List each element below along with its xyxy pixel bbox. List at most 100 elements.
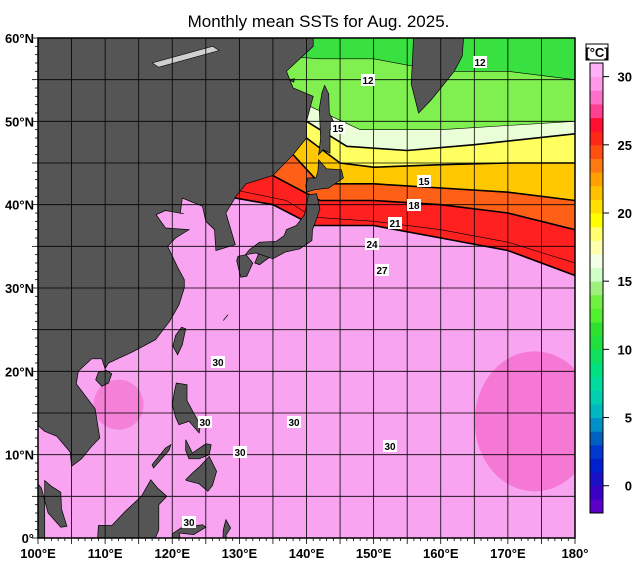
- colorbar-swatch: [590, 294, 603, 309]
- colorbar-swatch: [590, 131, 603, 146]
- colorbar-frame: [589, 62, 604, 514]
- contour-label-bg: [383, 440, 397, 452]
- colorbar-swatch: [590, 335, 603, 350]
- contour-label: 18: [408, 201, 420, 212]
- colorbar-swatch: [590, 458, 603, 473]
- contour-label-bg: [375, 264, 389, 276]
- colorbar-tick-label: 20: [618, 206, 632, 221]
- land-kyushu: [236, 254, 254, 278]
- contour-label: 30: [288, 418, 300, 429]
- y-tick-label: 30°N: [5, 281, 34, 296]
- colorbar-swatch: [590, 485, 603, 500]
- contour-label: 27: [376, 266, 388, 277]
- land-mindanao: [185, 455, 217, 492]
- colorbar-swatch: [590, 390, 603, 405]
- x-tick-label: 110°E: [88, 546, 123, 561]
- y-tick-label: 40°N: [5, 198, 34, 213]
- contour-label: 15: [332, 124, 344, 135]
- colorbar-swatch: [590, 185, 603, 200]
- colorbar-swatch: [590, 444, 603, 459]
- y-tick-label: 50°N: [5, 114, 34, 129]
- colorbar-swatch: [590, 199, 603, 214]
- land-halmahera: [222, 518, 232, 538]
- colorbar-tick-label: 5: [625, 411, 632, 426]
- colorbar-unit-box: [585, 43, 609, 61]
- colorbar-swatch: [590, 322, 603, 337]
- colorbar-swatch: [590, 103, 603, 119]
- x-tick-label: 140°E: [289, 546, 325, 561]
- contour-label: 21: [389, 219, 401, 230]
- contour-label: 12: [474, 58, 486, 69]
- contour-label-bg: [233, 446, 247, 458]
- contour-label-bg: [182, 516, 196, 528]
- colorbar-swatch: [590, 376, 603, 391]
- colorbar-swatch: [590, 431, 603, 446]
- contour-label-bg: [473, 56, 487, 68]
- colorbar-swatch: [590, 90, 603, 105]
- contour-label-bg: [287, 416, 301, 428]
- colorbar-swatch: [590, 499, 603, 514]
- colorbar-swatch: [590, 267, 603, 282]
- colorbar-tick-label: 0: [625, 479, 632, 494]
- colorbar-swatch: [590, 213, 603, 228]
- contour-label: 15: [418, 177, 430, 188]
- contour-label-bg: [211, 356, 225, 368]
- map-title: Monthly mean SSTs for Aug. 2025.: [187, 12, 450, 31]
- contour-label-bg: [417, 175, 431, 187]
- land-palawan: [151, 443, 172, 469]
- colorbar-tick-label: 15: [618, 274, 632, 289]
- colorbar-swatch: [590, 403, 603, 419]
- colorbar-swatch: [590, 117, 603, 132]
- land-kamchatka: [410, 38, 464, 114]
- x-tick-label: 130°E: [222, 546, 258, 561]
- colorbar-tick-label: 30: [618, 70, 632, 85]
- contour-label: 30: [384, 442, 396, 453]
- contour-label: 24: [366, 240, 378, 251]
- contour-label-bg: [388, 217, 402, 229]
- contour-label: 30: [234, 448, 246, 459]
- colorbar-swatch: [590, 308, 603, 323]
- colorbar-swatch: [590, 158, 603, 173]
- sst-band-29: [474, 351, 575, 492]
- contour-label: 30: [199, 418, 211, 429]
- graticule: [38, 38, 575, 538]
- y-tick-label: 60°N: [5, 31, 34, 46]
- land-hainan: [95, 370, 113, 387]
- axis-ticks: 100°E 110°E 120°E 130°E 140°E 150°E 160°E 170°E…: [5, 31, 588, 561]
- contour-labels: 12 12 15 15 18 21 24 27 30 30 30 30 30 30: [182, 56, 487, 529]
- x-tick-label: 180°: [562, 546, 589, 561]
- contour-label: 12: [362, 76, 374, 87]
- x-tick-label: 160°E: [423, 546, 459, 561]
- y-tick-label: 20°N: [5, 364, 34, 379]
- y-tick-label: 0°: [22, 531, 34, 546]
- land-okinawa: [223, 314, 229, 321]
- land-hokkaido: [305, 158, 344, 193]
- colorbar-swatch: [590, 226, 603, 241]
- land-borneo: [97, 479, 168, 538]
- land-taiwan: [172, 326, 187, 356]
- contour-label-bg: [407, 199, 421, 211]
- colorbar: 30 25 20 15 10 5 0 [°C]: [585, 43, 632, 514]
- colorbar-tick-label: 10: [618, 342, 632, 357]
- colorbar-swatch: [590, 63, 603, 78]
- x-tick-label: 170°E: [490, 546, 526, 561]
- colorbar-swatch: [590, 144, 603, 159]
- colorbar-unit: [°C]: [585, 45, 608, 60]
- contour-label-bg: [365, 238, 379, 250]
- x-tick-label: 100°E: [20, 546, 56, 561]
- colorbar-swatch: [590, 240, 603, 255]
- lake-baikal: [151, 45, 220, 68]
- colorbar-swatch: [590, 363, 603, 378]
- contour-label-bg: [361, 74, 375, 86]
- sst-band-29: [93, 379, 144, 430]
- x-tick-label: 120°E: [154, 546, 190, 561]
- colorbar-swatch: [590, 172, 603, 187]
- colorbar-swatch: [590, 253, 603, 269]
- contour-label-bg: [198, 416, 212, 428]
- land-honshu: [244, 193, 321, 260]
- contour-label: 30: [212, 358, 224, 369]
- land-sakhalin: [318, 84, 338, 156]
- colorbar-swatch: [590, 472, 603, 487]
- contour-label-bg: [331, 122, 345, 134]
